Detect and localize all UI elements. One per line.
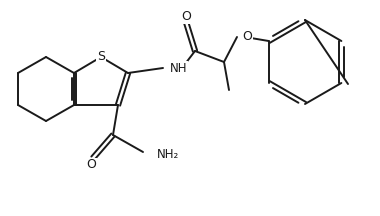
Text: O: O (242, 30, 252, 43)
Text: NH₂: NH₂ (157, 149, 179, 162)
Text: NH: NH (170, 62, 187, 75)
Text: O: O (181, 11, 191, 24)
Text: O: O (86, 159, 96, 172)
Text: S: S (97, 51, 105, 64)
